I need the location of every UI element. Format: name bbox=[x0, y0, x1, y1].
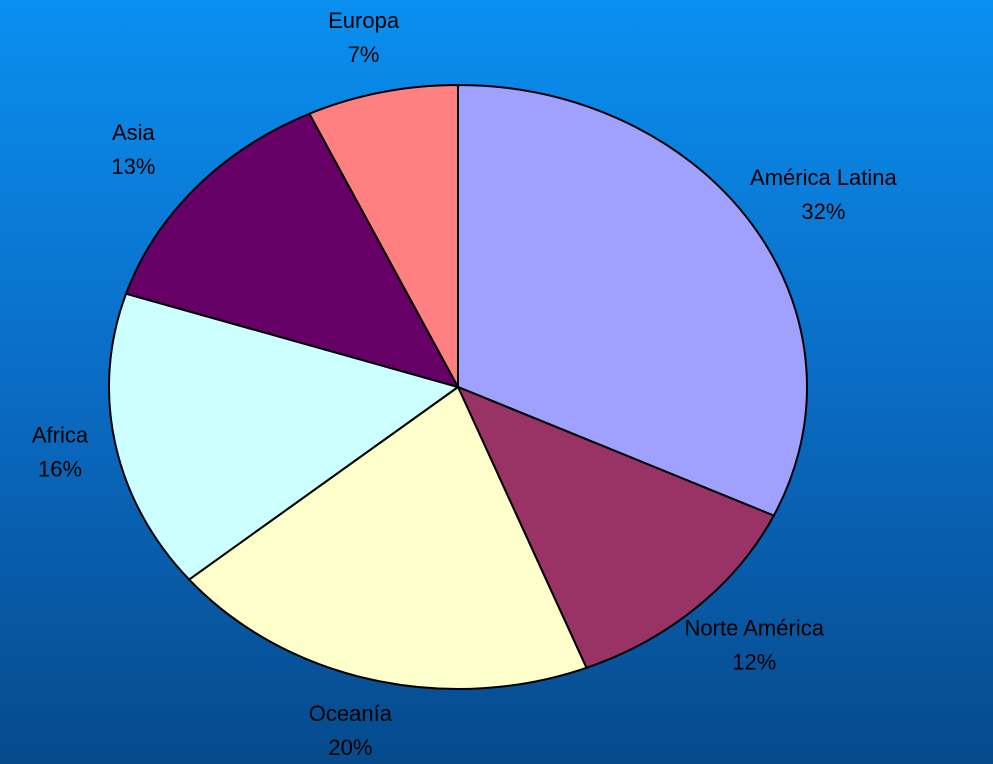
slice-value-label: 32% bbox=[801, 199, 845, 224]
slice-label: Oceanía bbox=[309, 701, 393, 726]
pie-slice bbox=[456, 385, 776, 670]
slice-value-label: 16% bbox=[38, 457, 82, 482]
pie-slice bbox=[457, 83, 808, 517]
slice-label: América Latina bbox=[750, 165, 898, 190]
pie-slice bbox=[307, 83, 459, 388]
slice-label: Europa bbox=[328, 8, 400, 33]
slice-label: Africa bbox=[32, 423, 89, 448]
slice-label: Asia bbox=[112, 120, 156, 145]
pie-slice bbox=[187, 385, 588, 690]
slice-value-label: 7% bbox=[348, 42, 380, 67]
pie-slice bbox=[124, 112, 461, 389]
slice-value-label: 20% bbox=[328, 735, 372, 760]
slice-value-label: 13% bbox=[111, 154, 155, 179]
slice-label: Norte América bbox=[685, 616, 825, 641]
slice-value-label: 12% bbox=[732, 650, 776, 675]
pie-slice bbox=[108, 292, 461, 581]
